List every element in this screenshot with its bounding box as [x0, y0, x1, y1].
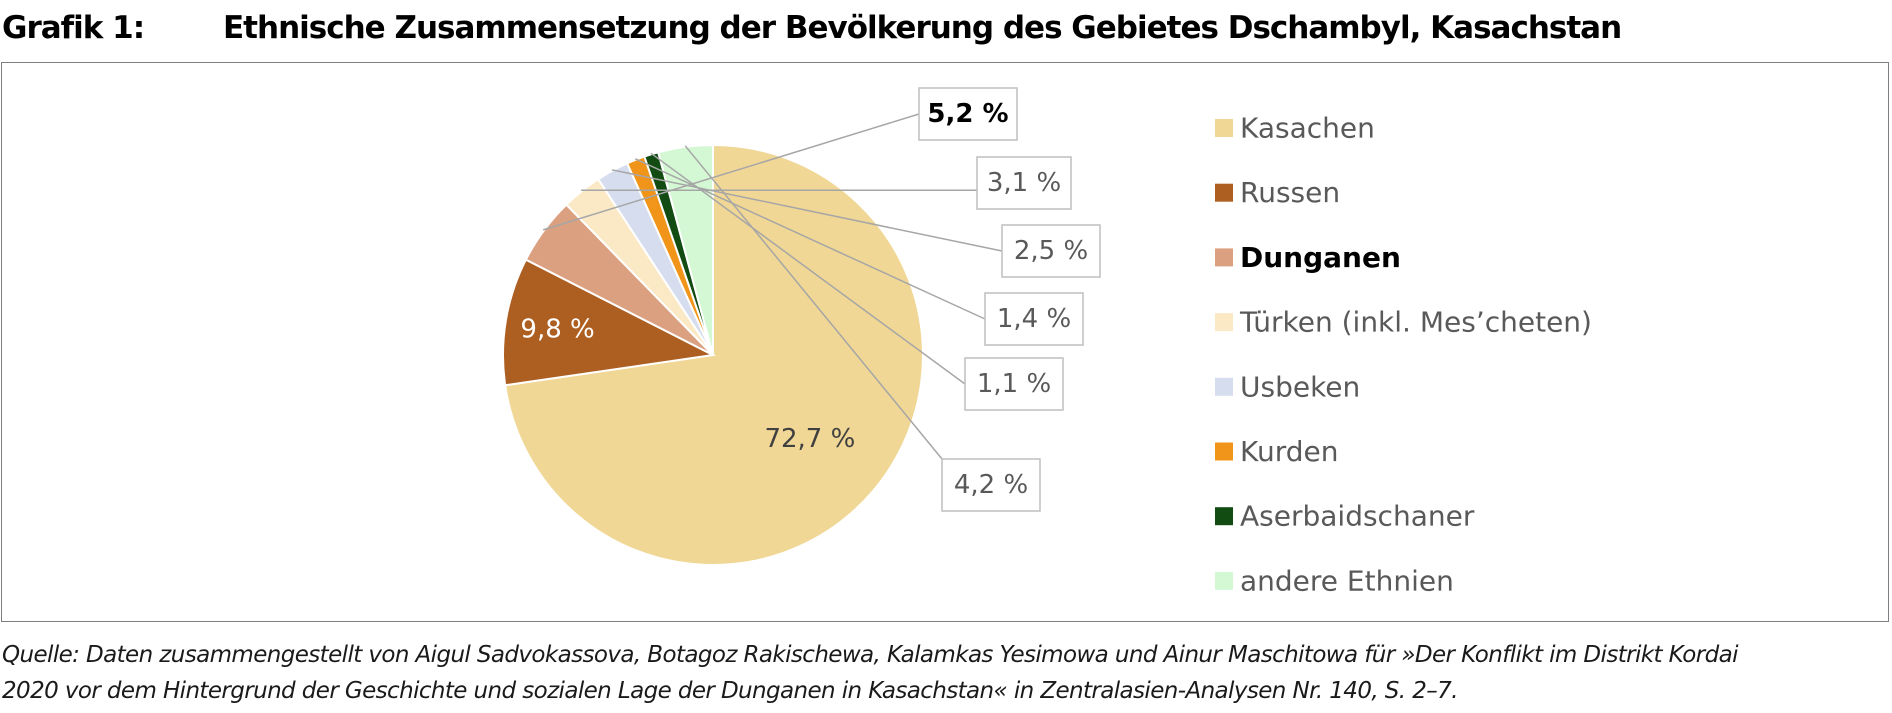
legend-swatch-kasachen [1215, 119, 1233, 137]
data-label-russen: 9,8 % [520, 314, 594, 344]
data-label-kurden: 1,4 % [997, 304, 1071, 334]
leader-lines [542, 87, 1101, 512]
legend-swatch-usbeken [1215, 377, 1233, 396]
legend-swatch-dunganen [1215, 248, 1233, 267]
legend-label-kurden: Kurden [1240, 435, 1338, 468]
chart-title: Ethnische Zusammensetzung der Bevölkerun… [223, 10, 1622, 46]
leader-line-aserbaidschaner [650, 152, 966, 385]
figure-header: Grafik 1: Ethnische Zusammensetzung der … [0, 0, 1892, 60]
legend-label-kasachen: Kasachen [1240, 112, 1375, 145]
legend-label-russen: Russen [1240, 176, 1340, 209]
legend-label-andere-ethnien: andere Ethnien [1240, 564, 1454, 597]
source-note: Quelle: Daten zusammengestellt von Aigul… [2, 637, 1890, 709]
chart-frame [1, 62, 1889, 622]
source-line-2: 2020 vor dem Hintergrund der Geschichte … [2, 678, 1458, 704]
data-label-andere-ethnien: 4,2 % [954, 470, 1028, 500]
legend-swatch-russen [1215, 183, 1233, 202]
legend-swatch-kurden [1215, 442, 1233, 461]
legend-swatch-andere-ethnien [1215, 571, 1233, 590]
data-labels: 72,7 % 9,8 % 5,2 % 3,1 % 2,5 % 1,4 % 1,1 % 4,2 … [520, 99, 1088, 500]
callout-box-aserbaidschaner [964, 357, 1064, 411]
legend-label-aserbaidschaner: Aserbaidschaner [1240, 500, 1475, 533]
leader-line-usbeken [611, 169, 1003, 252]
slice-russen [502, 258, 717, 387]
legend-label-usbeken: Usbeken [1240, 370, 1360, 403]
legend-label-turken-inkl-mes-cheten: Türken (inkl. Mes’cheten) [1239, 306, 1592, 339]
callout-box-usbeken [1001, 224, 1101, 278]
leader-line-andere-ethnien [684, 145, 943, 460]
callout-box-dunganen [918, 87, 1018, 141]
callout-box-kurden [984, 292, 1084, 346]
data-label-kasachen: 72,7 % [764, 424, 855, 454]
leader-line-dunganen [542, 113, 920, 231]
data-label-usbeken: 2,5 % [1014, 236, 1088, 266]
data-label-dunganen: 5,2 % [927, 99, 1008, 129]
source-line-1: Quelle: Daten zusammengestellt von Aigul… [2, 642, 1739, 668]
legend-swatch-aserbaidschaner [1215, 507, 1233, 526]
legend: Kasachen Russen Dunganen Türken (inkl. Mes’… [1215, 112, 1592, 597]
data-label-aserbaidschaner: 1,1 % [977, 369, 1051, 399]
data-label-turken-inkl-mes-cheten: 3,1 % [987, 168, 1061, 198]
callout-box-andere-ethnien [941, 458, 1041, 512]
legend-label-dunganen: Dunganen [1240, 241, 1401, 274]
callout-box-turken-inkl-mes-cheten [976, 156, 1072, 210]
figure-number: Grafik 1: [2, 10, 145, 46]
pie-slices [502, 143, 924, 566]
legend-swatch-turken-inkl-mes-cheten [1215, 313, 1233, 332]
